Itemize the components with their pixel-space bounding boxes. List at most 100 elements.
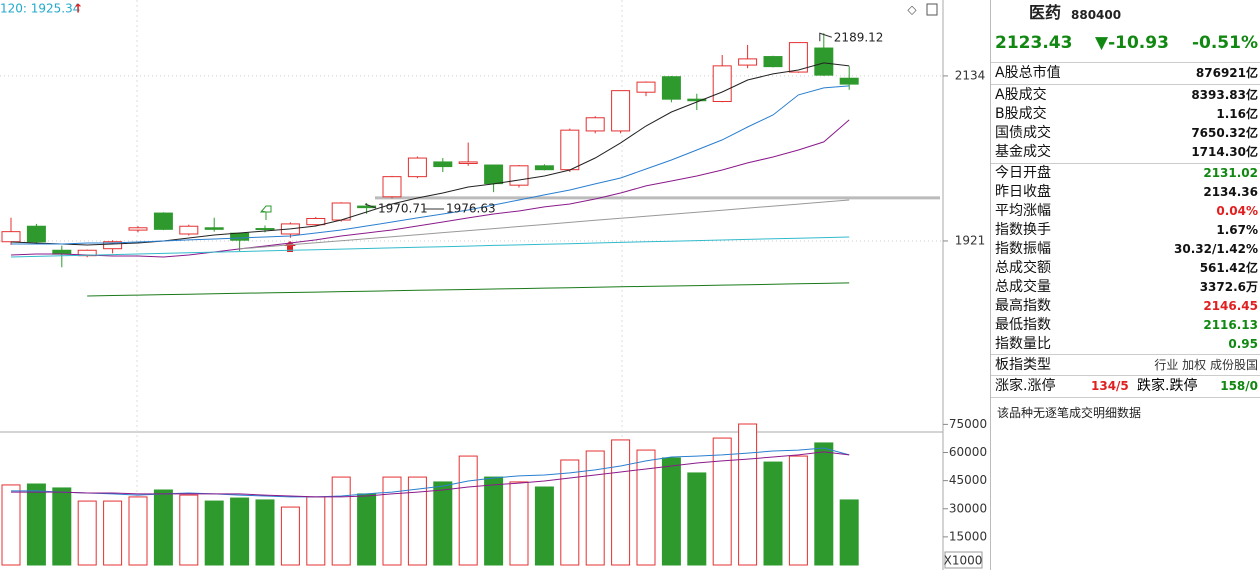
row-value: 134/5: [1091, 379, 1129, 393]
row-label: B股成交: [995, 106, 1047, 122]
row-value: 1714.30亿: [1191, 145, 1258, 159]
ma-line: [11, 451, 850, 498]
row-label: 平均涨幅: [995, 203, 1051, 219]
candle-body: [433, 161, 453, 168]
row-label: 国债成交: [995, 125, 1051, 141]
row-value: 7650.32亿: [1191, 126, 1258, 140]
row-value: 1.67%: [1216, 223, 1258, 237]
candle-body: [611, 90, 631, 132]
y-tick-label: 60000: [949, 445, 987, 459]
volume-bar: [255, 499, 275, 566]
candle-body: [306, 217, 326, 226]
volume-bar: [484, 476, 504, 566]
volume-bar: [204, 500, 224, 566]
row-label: 昨日收盘: [995, 184, 1051, 200]
volume-bar: [306, 496, 326, 566]
volume-bar: [153, 489, 173, 566]
separator: [991, 397, 1260, 398]
volume-bar: [26, 483, 46, 566]
candle-body: [331, 202, 351, 221]
volume-bar: [433, 481, 453, 566]
row-value: 2134.36: [1203, 185, 1258, 199]
volume-bar: [585, 450, 605, 566]
candle-body: [128, 227, 148, 231]
ma-line: [11, 85, 850, 245]
candle-body: [255, 228, 275, 231]
volume-bar: [280, 506, 300, 566]
quote-panel: 医药 880400 2123.43 ▼-10.93 -0.51% A股总市值 87…: [990, 0, 1260, 570]
candle-body: [1, 231, 21, 243]
volume-bar: [814, 442, 834, 566]
icon[interactable]: [926, 3, 938, 16]
candle-body: [661, 76, 681, 100]
change: ▼-10.93: [1095, 33, 1169, 53]
separator: [991, 84, 1260, 85]
volume-bar: [1, 484, 21, 566]
y-tick-label: 1921: [955, 233, 986, 247]
row-label: 板指类型: [995, 357, 1051, 373]
unit-label: X1000: [944, 554, 983, 568]
annotation-pointer: [819, 32, 832, 42]
row-value: 30.32/1.42%: [1174, 242, 1258, 256]
row-value: 0.95: [1228, 337, 1258, 351]
ma-line: [11, 447, 850, 498]
row-label: A股成交: [995, 87, 1047, 103]
row-value: 8393.83亿: [1191, 88, 1258, 102]
ma-line: [10, 236, 850, 258]
arrow-icon: ↑: [73, 2, 83, 16]
y-tick-label: 75000: [949, 417, 987, 431]
annotation-pointer: [364, 203, 377, 209]
row-label: 指数振幅: [995, 241, 1051, 257]
icon[interactable]: ◇: [907, 3, 917, 17]
volume-bar: [738, 423, 758, 566]
candle-body: [230, 232, 250, 241]
volume-bar: [103, 500, 123, 566]
row-value: 行业 加权 成份股国: [1154, 358, 1258, 372]
volume-bar: [763, 461, 783, 566]
code: 880400: [1071, 8, 1122, 22]
separator: [991, 375, 1260, 376]
ma-label: 120: 1925.34: [0, 2, 80, 16]
row-label: 基金成交: [995, 144, 1051, 160]
change-pct: -0.51%: [1191, 33, 1258, 53]
candle-body: [484, 164, 504, 185]
separator: [991, 62, 1260, 63]
volume-bar: [611, 439, 631, 566]
volume-bar: [636, 449, 656, 566]
candle-body: [738, 58, 758, 66]
volume-bar: [407, 476, 427, 566]
row-label: 今日开盘: [995, 165, 1051, 181]
volume-bar: [52, 487, 72, 566]
row-value: 2131.02: [1203, 166, 1258, 180]
volume-bar: [712, 437, 732, 566]
price: 2123.43: [995, 33, 1073, 53]
candle-body: [636, 81, 656, 93]
volume-bar: [560, 459, 580, 566]
separator: [991, 163, 1260, 164]
row-label: 总成交量: [995, 279, 1051, 295]
candle-body: [407, 157, 427, 178]
candle-body: [585, 117, 605, 132]
row-value: 876921亿: [1195, 66, 1258, 80]
row-label: 跌家.跌停: [1137, 378, 1198, 394]
annotation: 2189.12: [834, 31, 884, 45]
name: 医药: [1029, 3, 1062, 22]
row-value: 2146.45: [1203, 299, 1258, 313]
row-label: 总成交额: [995, 260, 1051, 276]
row-value: 561.42亿: [1199, 261, 1258, 275]
row-value: 2116.13: [1203, 318, 1258, 332]
volume-bar: [661, 457, 681, 566]
unit-box: [944, 551, 983, 569]
row-label: 指数量比: [995, 336, 1051, 352]
volume-bar: [509, 481, 529, 566]
candle-body: [763, 56, 783, 68]
candle-body: [357, 205, 377, 209]
candle-body: [103, 241, 123, 250]
row-label: 最低指数: [995, 317, 1051, 333]
volume-bar: [839, 499, 859, 566]
row-label: 指数换手: [995, 222, 1051, 238]
candle-body: [534, 165, 554, 171]
y-tick-label: 45000: [949, 473, 987, 487]
candle-body: [458, 161, 478, 164]
